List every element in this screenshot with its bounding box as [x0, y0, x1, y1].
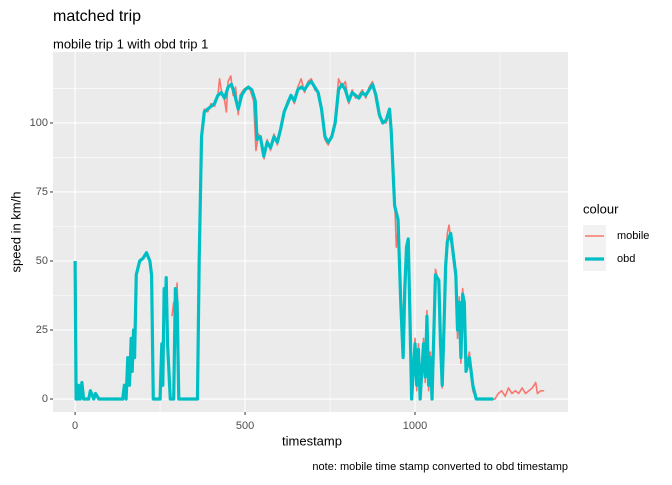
legend-title: colour	[583, 201, 619, 216]
panel-background	[53, 52, 568, 412]
x-tick-label: 1000	[403, 420, 427, 432]
legend: mobile obd	[583, 225, 649, 271]
y-tick-label: 100	[30, 117, 48, 129]
chart-subtitle: mobile trip 1 with obd trip 1	[53, 36, 208, 51]
y-tick-label: 75	[36, 186, 48, 198]
caption: note: mobile time stamp converted to obd…	[312, 461, 568, 473]
y-tick-label: 50	[36, 255, 48, 267]
legend-label: obd	[617, 253, 635, 265]
x-tick-label: 0	[72, 420, 78, 432]
chart-title: matched trip	[53, 8, 141, 25]
series-line	[73, 79, 494, 401]
y-axis-label: speed in km/h	[8, 192, 23, 273]
legend-label: mobile	[617, 230, 649, 242]
y-tick-label: 25	[36, 324, 48, 336]
y-tick-label: 0	[42, 393, 48, 405]
x-tick-label: 500	[236, 420, 254, 432]
lines	[73, 75, 545, 401]
x-axis-label: timestamp	[282, 433, 342, 448]
